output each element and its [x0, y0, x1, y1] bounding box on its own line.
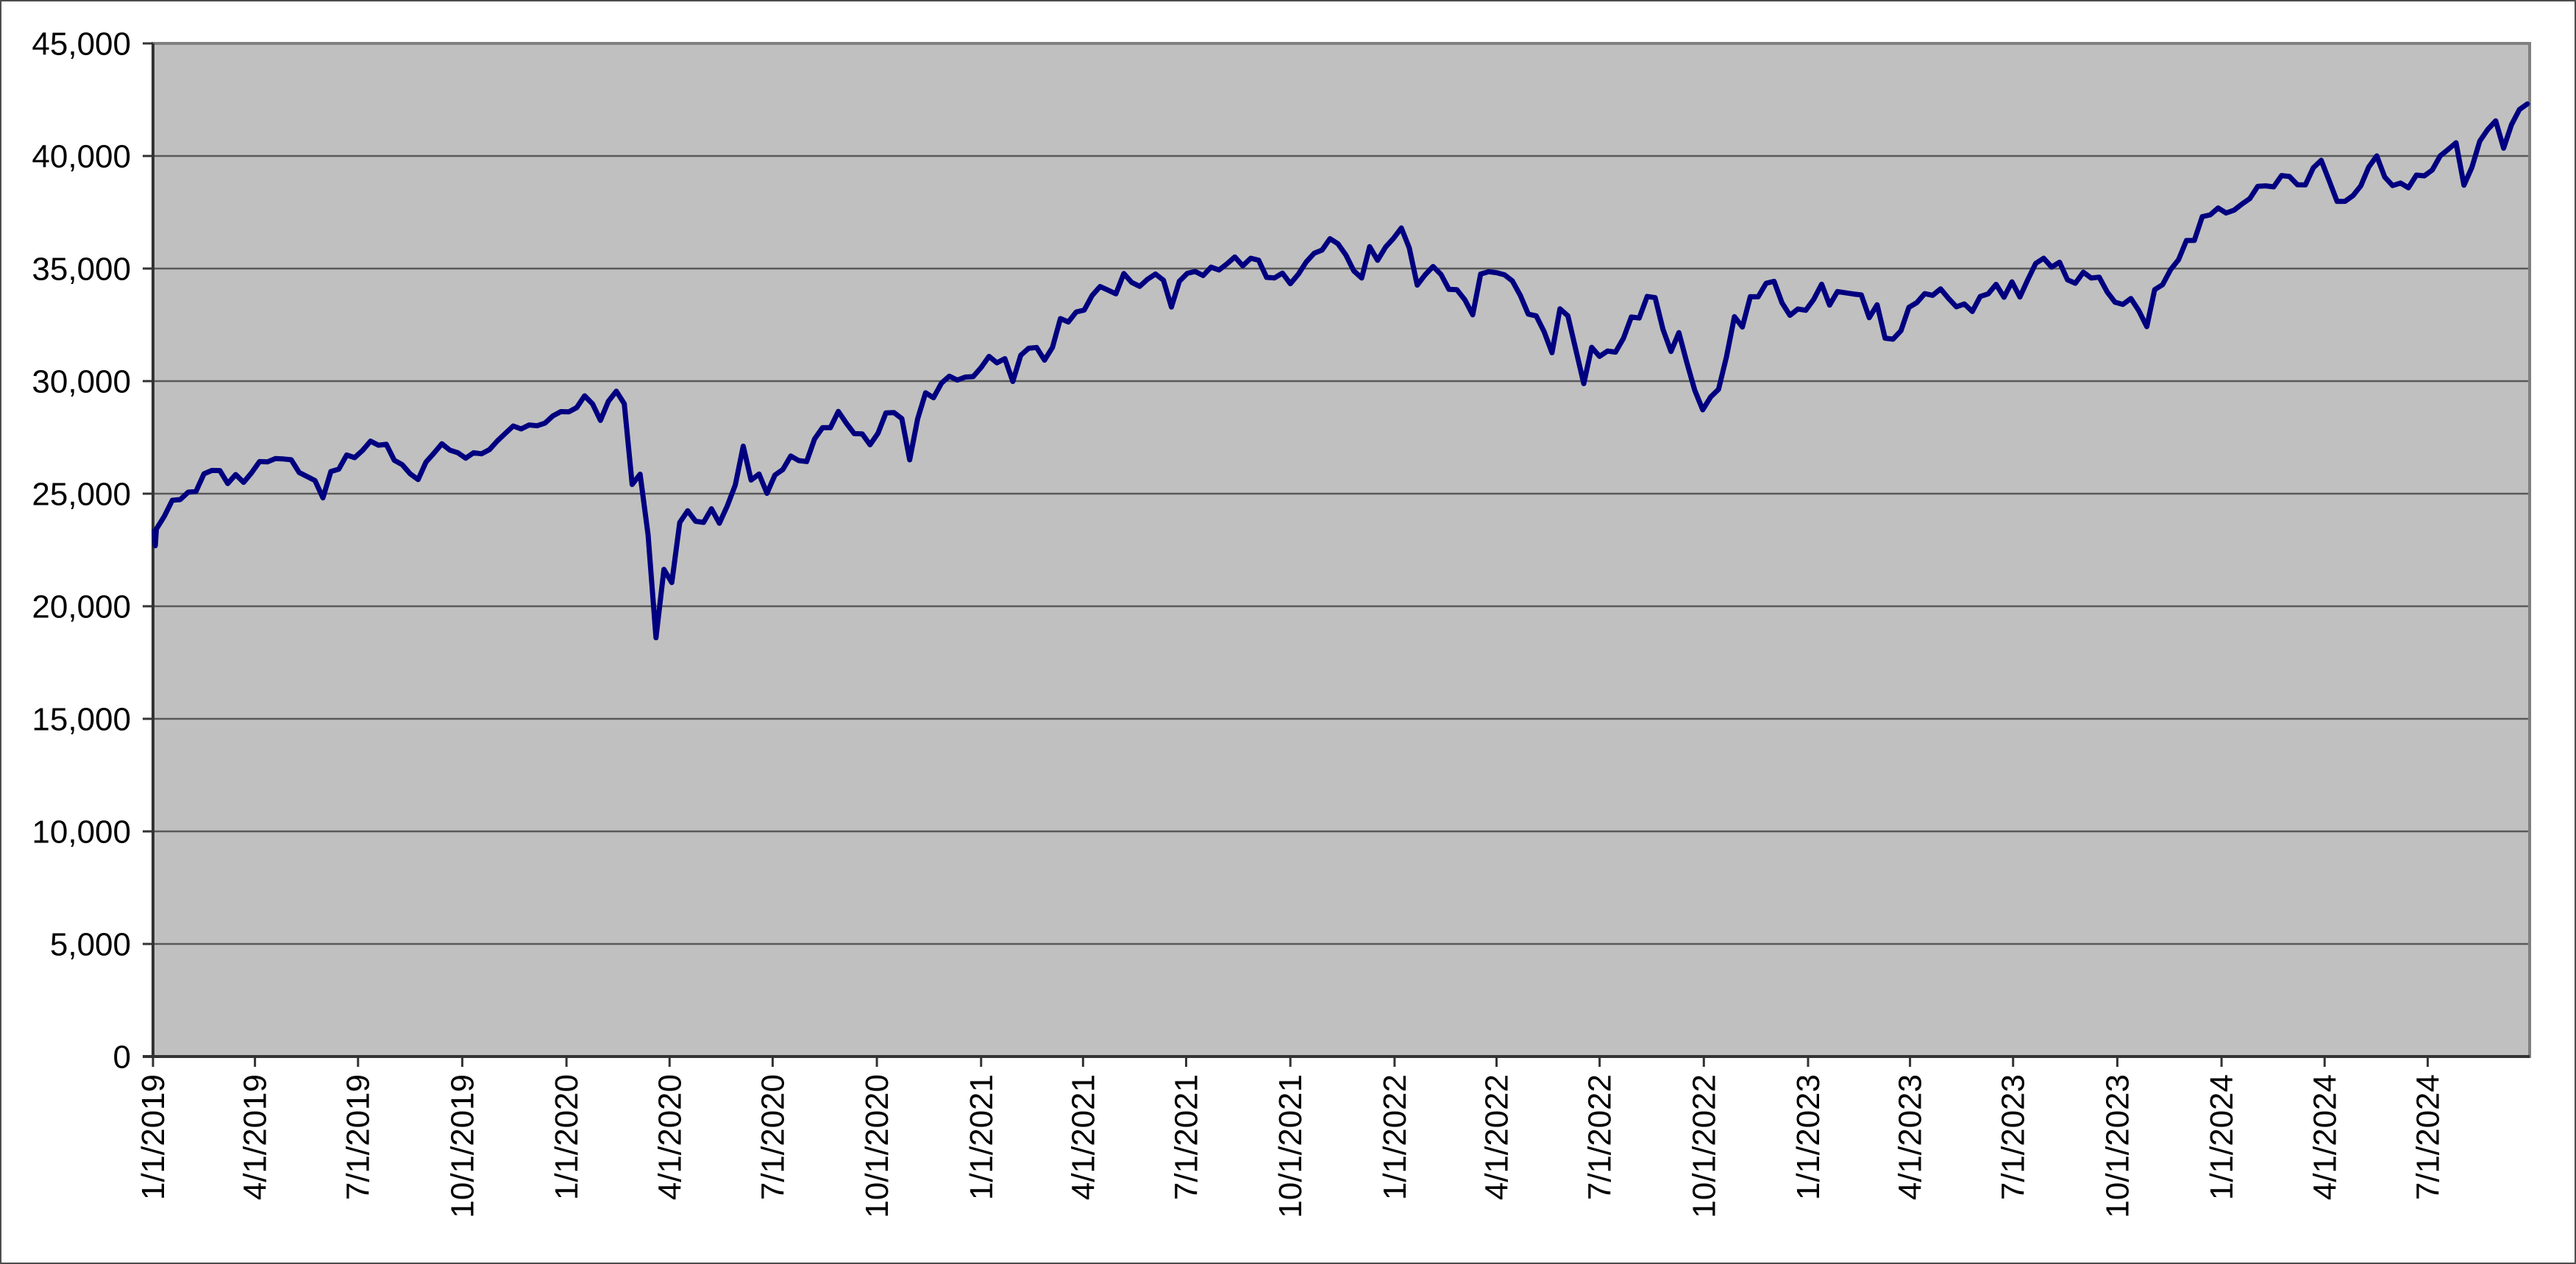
x-tick-label: 7/1/2022: [1582, 1074, 1618, 1200]
x-tick-label: 4/1/2020: [652, 1074, 688, 1200]
x-tick-label: 4/1/2021: [1065, 1074, 1101, 1200]
x-tick-label: 1/1/2019: [135, 1074, 171, 1200]
price-line: [152, 101, 2530, 641]
x-tick-label: 4/1/2024: [2307, 1074, 2343, 1200]
y-tick-label: 0: [113, 1039, 131, 1075]
y-tick-label: 5,000: [50, 926, 131, 962]
x-tick-label: 10/1/2020: [859, 1074, 895, 1218]
x-tick-label: 1/1/2021: [964, 1074, 1000, 1200]
x-tick-label: 10/1/2022: [1686, 1074, 1722, 1218]
x-tick-label: 1/1/2024: [2204, 1074, 2240, 1200]
x-tick-label: 4/1/2023: [1893, 1074, 1929, 1200]
y-tick-label: 15,000: [32, 701, 131, 737]
y-tick-label: 10,000: [32, 814, 131, 850]
x-tick-label: 10/1/2019: [444, 1074, 480, 1218]
y-tick-label: 40,000: [32, 138, 131, 174]
x-tick-label: 7/1/2023: [1996, 1074, 2032, 1200]
x-tick-label: 7/1/2024: [2410, 1074, 2446, 1200]
x-tick-label: 1/1/2023: [1790, 1074, 1826, 1200]
y-tick-label: 45,000: [32, 26, 131, 62]
x-tick-label: 4/1/2022: [1479, 1074, 1515, 1200]
y-tick-label: 25,000: [32, 476, 131, 512]
x-tick-label: 10/1/2021: [1273, 1074, 1309, 1218]
x-tick-label: 4/1/2019: [238, 1074, 274, 1200]
x-tick-label: 7/1/2020: [755, 1074, 791, 1200]
y-tick-label: 35,000: [32, 251, 131, 287]
y-tick-label: 20,000: [32, 589, 131, 625]
x-tick-label: 7/1/2021: [1169, 1074, 1205, 1200]
x-tick-label: 10/1/2023: [2099, 1074, 2135, 1218]
y-tick-label: 30,000: [32, 363, 131, 400]
x-tick-label: 1/1/2020: [549, 1074, 585, 1200]
plot-area: [153, 43, 2530, 1057]
x-tick-label: 7/1/2019: [341, 1074, 377, 1200]
x-tick-label: 1/1/2022: [1377, 1074, 1413, 1200]
